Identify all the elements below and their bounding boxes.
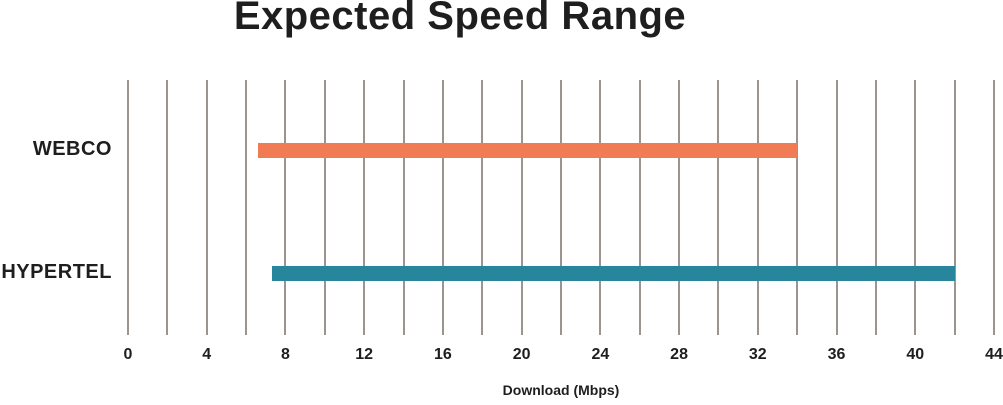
x-tick-label: 36 <box>827 346 846 363</box>
x-tick-label: 44 <box>985 346 1003 363</box>
gridline <box>953 80 956 335</box>
x-tick-label: 0 <box>123 346 133 363</box>
chart-title: Expected Speed Range <box>233 0 687 38</box>
range-bar-webco <box>257 142 798 158</box>
x-tick-label: 4 <box>202 346 212 363</box>
gridline <box>127 80 129 335</box>
x-tick-label: 28 <box>670 346 688 363</box>
gridline <box>520 80 523 335</box>
x-axis-label: Download (Mbps) <box>502 382 620 398</box>
x-tick-label: 8 <box>281 346 290 363</box>
gridline <box>638 80 641 335</box>
gridline <box>402 80 405 335</box>
gridline <box>560 80 562 335</box>
gridline <box>678 80 681 335</box>
gridline <box>993 80 995 335</box>
range-bar-hypertel <box>271 265 955 281</box>
category-label-hypertel: HYPERTEL <box>1 261 112 283</box>
gridline <box>363 80 366 335</box>
gridline <box>323 80 326 335</box>
gridline <box>756 80 759 335</box>
gridline <box>914 80 917 335</box>
gridline <box>874 80 877 335</box>
gridline <box>599 80 602 335</box>
x-tick-label: 32 <box>748 346 767 363</box>
gridline <box>284 80 287 335</box>
gridline <box>441 80 444 335</box>
gridline <box>245 80 248 335</box>
x-tick-label: 24 <box>591 346 610 363</box>
gridline <box>205 80 208 335</box>
x-tick-label: 20 <box>512 346 531 363</box>
gridline <box>835 80 838 335</box>
gridline <box>166 80 169 335</box>
category-label-webco: WEBCO <box>32 138 112 160</box>
gridline <box>481 80 484 335</box>
x-tick-label: 12 <box>355 346 374 363</box>
gridline <box>796 80 799 335</box>
x-tick-label: 16 <box>434 346 452 363</box>
x-tick-label: 40 <box>906 346 925 363</box>
gridline <box>717 80 720 335</box>
